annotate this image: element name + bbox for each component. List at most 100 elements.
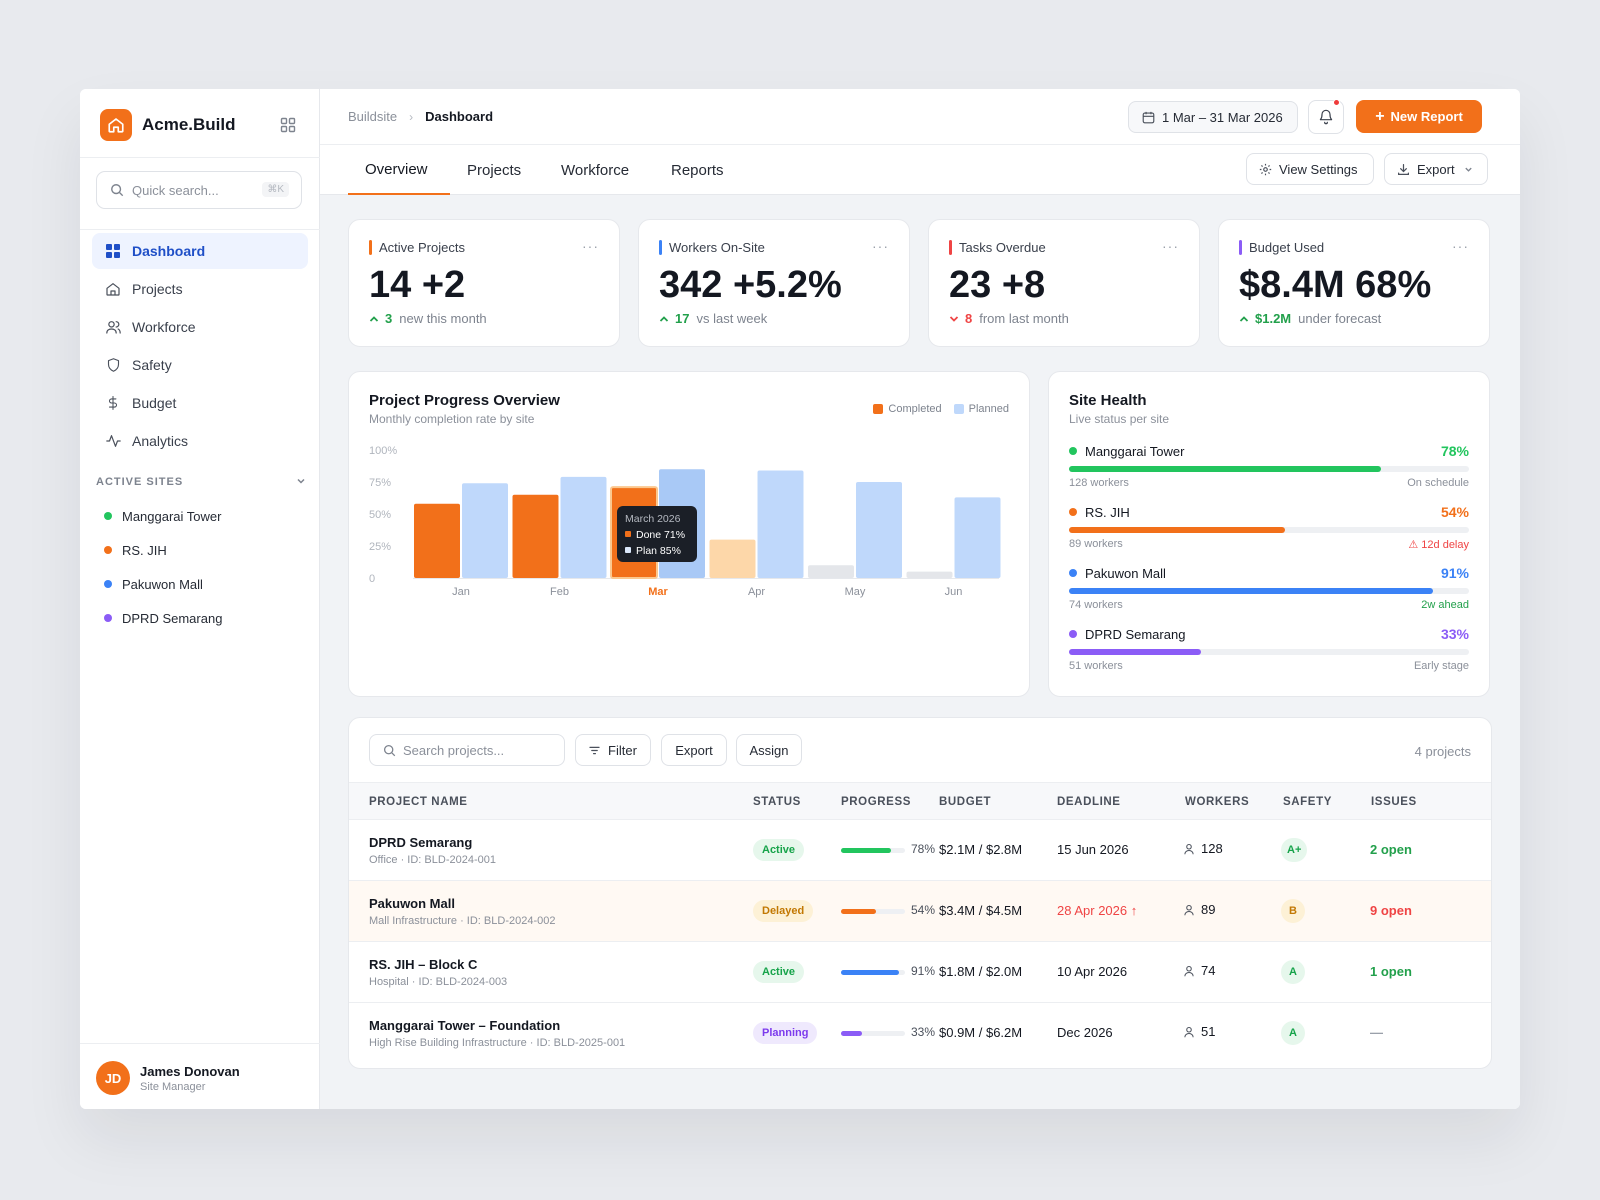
project-search-input[interactable]: Search projects... — [369, 734, 565, 766]
layout-grid-icon[interactable] — [280, 117, 296, 133]
progress-track — [841, 970, 905, 975]
site-name: Manggarai Tower — [1085, 443, 1185, 459]
tab-reports[interactable]: Reports — [671, 161, 724, 179]
table-row[interactable]: Manggarai Tower – Foundation High Rise Bu… — [349, 1003, 1491, 1064]
chart-tooltip — [617, 506, 697, 562]
safety-grade-badge: A+ — [1281, 838, 1308, 862]
stat-value: 342 +5.2% — [659, 264, 842, 306]
nav-item-budget[interactable]: Budget — [92, 385, 308, 421]
filter-button[interactable]: Filter — [575, 734, 651, 766]
column-header-progress[interactable]: PROGRESS — [841, 796, 911, 808]
nav-item-projects[interactable]: Projects — [92, 271, 308, 307]
stat-desc: new this month — [399, 311, 487, 326]
site-status-note: On schedule — [1407, 477, 1469, 489]
site-item-dprd-semarang[interactable]: DPRD Semarang — [96, 601, 296, 635]
more-options-icon[interactable]: ··· — [1452, 238, 1469, 254]
export-dropdown[interactable]: Export — [1384, 153, 1488, 185]
column-header-status[interactable]: STATUS — [753, 796, 801, 808]
active-sites-header[interactable]: ACTIVE SITES — [96, 476, 306, 488]
column-header-safety[interactable]: SAFETY — [1283, 796, 1332, 808]
quick-search-input[interactable]: Quick search... ⌘K — [96, 171, 302, 209]
tab-overview[interactable]: Overview — [348, 145, 450, 195]
x-tick-label: Jun — [945, 586, 963, 598]
breadcrumb-item-buildsite[interactable]: Buildsite — [348, 109, 398, 124]
bar-completed-jun — [906, 571, 953, 578]
column-header-deadline[interactable]: DEADLINE — [1057, 796, 1121, 808]
progress-percent: 91% — [911, 964, 936, 978]
table-row[interactable]: DPRD Semarang Office · ID: BLD-2024-001 Ac… — [349, 820, 1491, 881]
column-header-workers[interactable]: WORKERS — [1185, 796, 1250, 808]
tab-projects[interactable]: Projects — [467, 161, 522, 179]
nav-item-workforce[interactable]: Workforce — [92, 309, 308, 345]
stat-label: Active Projects — [379, 240, 465, 255]
more-options-icon[interactable]: ··· — [872, 238, 889, 254]
nav-label: Projects — [132, 281, 183, 297]
progress-percent: 78% — [911, 842, 936, 856]
deadline-value: 28 Apr 2026 ↑ — [1057, 903, 1138, 918]
column-header-budget[interactable]: BUDGET — [939, 796, 992, 808]
nav-item-safety[interactable]: Safety — [92, 347, 308, 383]
progress-track — [841, 848, 905, 853]
site-health-row[interactable]: Manggarai Tower 78% 128 workers On schedule — [1069, 442, 1469, 491]
progress-bar-chart: 100% 75% 50% 25% 0 Jan Feb Mar Apr May Jun March 20… — [369, 445, 1001, 598]
site-name: Pakuwon Mall — [1085, 565, 1166, 581]
site-health-row[interactable]: RS. JIH 54% 89 workers ⚠ 12d delay — [1069, 503, 1469, 552]
progress-track — [1069, 527, 1469, 533]
site-item-manggarai-tower[interactable]: Manggarai Tower — [96, 499, 296, 533]
download-icon — [1398, 163, 1409, 175]
tab-bar: Overview Projects Workforce Reports View… — [320, 145, 1520, 195]
x-tick-label: May — [845, 586, 866, 598]
site-percent: 78% — [1440, 443, 1469, 459]
user-icon — [1184, 904, 1194, 915]
view-settings-button[interactable]: View Settings — [1246, 153, 1374, 185]
stat-card-active-projects: Active Projects ··· 14 +2 3 new this mont… — [348, 219, 620, 347]
search-placeholder: Quick search... — [132, 182, 219, 198]
issues-value[interactable]: 9 open — [1370, 903, 1412, 918]
new-report-button[interactable]: + New Report — [1356, 100, 1482, 133]
project-name[interactable]: Pakuwon Mall — [369, 896, 455, 911]
chart-legend: Completed Planned — [861, 403, 1009, 415]
user-profile[interactable]: JD James Donovan Site Manager — [80, 1043, 320, 1109]
site-name: DPRD Semarang — [1085, 626, 1186, 642]
column-header-issues[interactable]: ISSUES — [1371, 796, 1417, 808]
project-name[interactable]: DPRD Semarang — [369, 835, 473, 850]
status-badge: Active — [753, 961, 805, 983]
site-health-row[interactable]: Pakuwon Mall 91% 74 workers 2w ahead — [1069, 564, 1469, 613]
project-name[interactable]: RS. JIH – Block C — [369, 957, 478, 972]
search-icon — [383, 744, 396, 756]
site-health-row[interactable]: DPRD Semarang 33% 51 workers Early stage — [1069, 625, 1469, 674]
site-item-pakuwon-mall[interactable]: Pakuwon Mall — [96, 567, 296, 601]
table-row[interactable]: Pakuwon Mall Mall Infrastructure · ID: BL… — [349, 881, 1491, 942]
stat-value: $8.4M 68% — [1239, 264, 1432, 306]
assign-button[interactable]: Assign — [736, 734, 802, 766]
site-workers: 51 workers — [1069, 660, 1123, 672]
date-range-picker[interactable]: 1 Mar – 31 Mar 2026 — [1128, 101, 1298, 133]
issues-value[interactable]: — — [1370, 1025, 1383, 1040]
section-label: ACTIVE SITES — [96, 476, 184, 488]
issues-value[interactable]: 2 open — [1370, 842, 1412, 857]
more-options-icon[interactable]: ··· — [1162, 238, 1179, 254]
export-button[interactable]: Export — [661, 734, 727, 766]
project-name[interactable]: Manggarai Tower – Foundation — [369, 1018, 561, 1033]
progress-track — [841, 909, 905, 914]
accent-bar — [369, 240, 372, 255]
progress-fill — [1069, 527, 1285, 533]
brand[interactable]: Acme.Build — [100, 109, 236, 141]
table-row[interactable]: RS. JIH – Block C Hospital · ID: BLD-2024… — [349, 942, 1491, 1003]
notifications-button[interactable] — [1308, 99, 1344, 134]
column-header-project-name[interactable]: PROJECT NAME — [369, 796, 468, 808]
nav-item-dashboard[interactable]: Dashboard — [92, 233, 308, 269]
issues-value[interactable]: 1 open — [1370, 964, 1412, 979]
legend-label-planned: Planned — [968, 403, 1009, 415]
nav-label: Workforce — [132, 319, 196, 335]
site-item-rs-jih[interactable]: RS. JIH — [96, 533, 296, 567]
user-icon — [1184, 843, 1194, 854]
more-options-icon[interactable]: ··· — [582, 238, 599, 254]
main-content: Buildsite › Dashboard 1 Mar – 31 Mar 202… — [320, 89, 1520, 1109]
stat-card-tasks-overdue: Tasks Overdue ··· 23 +8 8 from last month — [928, 219, 1200, 347]
tab-workforce[interactable]: Workforce — [561, 161, 630, 179]
users-icon — [104, 318, 122, 336]
site-label: RS. JIH — [122, 542, 167, 558]
nav-item-analytics[interactable]: Analytics — [92, 423, 308, 459]
stat-desc: under forecast — [1298, 311, 1382, 326]
